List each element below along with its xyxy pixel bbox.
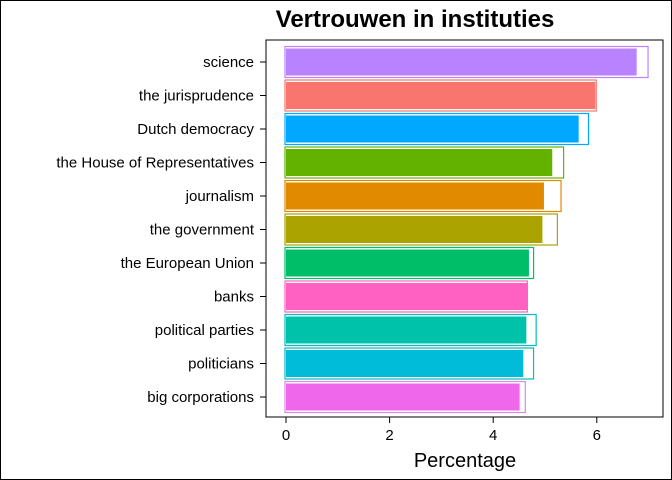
- bar-outline: [284, 112, 590, 146]
- category-label: politicians: [188, 356, 254, 373]
- x-tick-label: 4: [489, 427, 497, 444]
- y-axis: science the jurisprudence Dutch democracy t…: [56, 54, 266, 406]
- bar-fill: [286, 283, 528, 310]
- category-label: political parties: [155, 322, 254, 339]
- bar-outline: [284, 45, 649, 79]
- bar-outline: [284, 347, 535, 380]
- bar-fill: [286, 216, 543, 243]
- category-label: the jurisprudence: [139, 88, 254, 105]
- plot-panel: [265, 39, 664, 418]
- bar-fill: [286, 149, 553, 176]
- category-label: the government: [150, 222, 255, 239]
- bar-fill: [286, 82, 596, 109]
- category-label: journalism: [185, 188, 254, 205]
- bars-fill-group: [286, 48, 637, 411]
- bar-fill: [286, 350, 524, 377]
- bar-outline: [284, 213, 558, 246]
- category-label: the House of Representatives: [56, 155, 254, 172]
- category-label: the European Union: [121, 255, 254, 272]
- bar-outline: [284, 179, 562, 213]
- x-tick-label: 2: [385, 427, 393, 444]
- bar-outline: [284, 280, 528, 313]
- bar-outline: [284, 313, 537, 347]
- category-label: science: [203, 54, 254, 71]
- bar-fill: [286, 383, 520, 411]
- x-tick-label: 6: [593, 427, 601, 444]
- category-label: big corporations: [147, 389, 254, 406]
- x-axis: 0 2 4 6: [282, 417, 601, 444]
- bar-fill: [286, 48, 637, 76]
- bar-outline: [284, 146, 565, 179]
- bars-outline-group: [284, 45, 649, 414]
- bar-outline: [284, 79, 597, 112]
- x-tick-label: 0: [282, 427, 290, 444]
- x-axis-title: Percentage: [414, 450, 516, 472]
- category-label: Dutch democracy: [137, 121, 254, 138]
- bar-fill: [286, 115, 579, 143]
- bar-fill: [286, 249, 529, 277]
- bar-fill: [286, 182, 544, 210]
- bar-fill: [286, 316, 527, 344]
- bar-outline: [284, 246, 535, 280]
- chart-title: Vertrouwen in instituties: [276, 6, 555, 33]
- bar-outline: [284, 380, 526, 414]
- category-label: banks: [214, 289, 254, 306]
